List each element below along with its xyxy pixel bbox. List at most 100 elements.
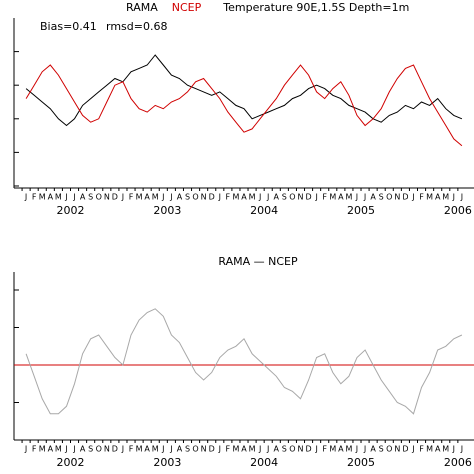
x-tick-label: S <box>379 193 384 202</box>
x-tick-label: A <box>370 445 376 454</box>
x-tick-label: F <box>419 445 424 454</box>
x-tick-label: J <box>64 445 67 454</box>
x-tick-label: M <box>345 445 352 454</box>
year-label: 2005 <box>347 456 375 469</box>
title-text: Temperature 90E,1.5S Depth=1m <box>222 1 409 14</box>
year-label: 2003 <box>153 456 181 469</box>
x-tick-label: J <box>24 193 27 202</box>
year-label: 2006 <box>444 456 472 469</box>
x-tick-label: M <box>345 193 352 202</box>
year-label: 2004 <box>250 456 278 469</box>
x-tick-label: J <box>363 193 366 202</box>
x-tick-label: N <box>104 193 110 202</box>
x-tick-label: D <box>112 445 118 454</box>
x-tick-label: M <box>329 445 336 454</box>
x-tick-label: O <box>289 445 295 454</box>
x-tick-label: M <box>249 193 256 202</box>
x-tick-label: S <box>185 445 190 454</box>
x-tick-label: J <box>24 445 27 454</box>
x-tick-label: J <box>169 193 172 202</box>
x-tick-label: O <box>386 193 392 202</box>
chart-title: RAMA — NCEP <box>218 255 298 268</box>
x-tick-label: M <box>55 193 62 202</box>
x-tick-label: J <box>411 193 414 202</box>
x-tick-label: O <box>192 445 198 454</box>
x-tick-label: M <box>232 445 239 454</box>
x-tick-label: J <box>452 445 455 454</box>
x-tick-label: J <box>218 445 221 454</box>
x-tick-label: J <box>314 445 317 454</box>
x-tick-label: O <box>192 193 198 202</box>
x-tick-label: J <box>161 193 164 202</box>
x-tick-label: N <box>297 193 303 202</box>
legend-entry: NCEP <box>172 1 202 14</box>
year-label: 2002 <box>56 456 84 469</box>
x-tick-label: A <box>435 193 441 202</box>
annotation: Bias=0.41 <box>40 20 97 33</box>
x-tick-label: A <box>177 193 183 202</box>
year-label: 2003 <box>153 204 181 217</box>
x-tick-label: M <box>39 445 46 454</box>
x-tick-label: M <box>426 193 433 202</box>
x-tick-label: M <box>152 445 159 454</box>
x-tick-label: J <box>169 445 172 454</box>
x-tick-label: J <box>460 193 463 202</box>
x-tick-label: J <box>314 193 317 202</box>
x-tick-label: A <box>241 445 247 454</box>
x-tick-label: M <box>232 193 239 202</box>
x-tick-label: J <box>355 445 358 454</box>
x-tick-label: J <box>72 193 75 202</box>
x-tick-label: J <box>121 445 124 454</box>
x-tick-label: A <box>48 445 54 454</box>
x-tick-label: F <box>226 445 231 454</box>
x-tick-label: S <box>282 445 287 454</box>
x-tick-label: A <box>80 193 86 202</box>
x-tick-label: J <box>64 193 67 202</box>
x-tick-label: F <box>226 193 231 202</box>
x-tick-label: M <box>136 445 143 454</box>
x-tick-label: J <box>266 193 269 202</box>
year-label: 2005 <box>347 204 375 217</box>
x-tick-label: M <box>442 445 449 454</box>
x-tick-label: J <box>452 193 455 202</box>
x-tick-label: D <box>112 193 118 202</box>
x-tick-label: M <box>136 193 143 202</box>
series-line <box>25 64 463 147</box>
series-line <box>25 54 463 127</box>
x-tick-label: N <box>297 445 303 454</box>
x-tick-label: J <box>355 193 358 202</box>
annotation: rmsd=0.68 <box>106 20 167 33</box>
x-tick-label: F <box>32 193 37 202</box>
x-tick-label: N <box>201 445 207 454</box>
x-tick-label: F <box>129 193 134 202</box>
x-tick-label: M <box>39 193 46 202</box>
x-tick-label: N <box>394 445 400 454</box>
x-tick-label: D <box>209 445 215 454</box>
x-tick-label: J <box>161 445 164 454</box>
x-tick-label: A <box>177 445 183 454</box>
x-tick-label: O <box>386 445 392 454</box>
x-tick-label: F <box>129 445 134 454</box>
x-tick-label: J <box>460 445 463 454</box>
x-tick-label: O <box>96 445 102 454</box>
x-tick-label: S <box>379 445 384 454</box>
x-tick-label: D <box>402 445 408 454</box>
x-tick-label: M <box>249 445 256 454</box>
x-tick-label: A <box>144 445 150 454</box>
x-tick-label: A <box>48 193 54 202</box>
x-tick-label: M <box>55 445 62 454</box>
x-tick-label: S <box>88 193 93 202</box>
year-label: 2004 <box>250 204 278 217</box>
x-tick-label: J <box>363 445 366 454</box>
year-label: 2006 <box>444 204 472 217</box>
year-label: 2002 <box>56 204 84 217</box>
x-tick-label: F <box>322 193 327 202</box>
x-tick-label: S <box>185 193 190 202</box>
x-tick-label: A <box>274 193 280 202</box>
x-tick-label: M <box>329 193 336 202</box>
x-tick-label: M <box>426 445 433 454</box>
x-tick-label: A <box>241 193 247 202</box>
x-tick-label: J <box>411 445 414 454</box>
